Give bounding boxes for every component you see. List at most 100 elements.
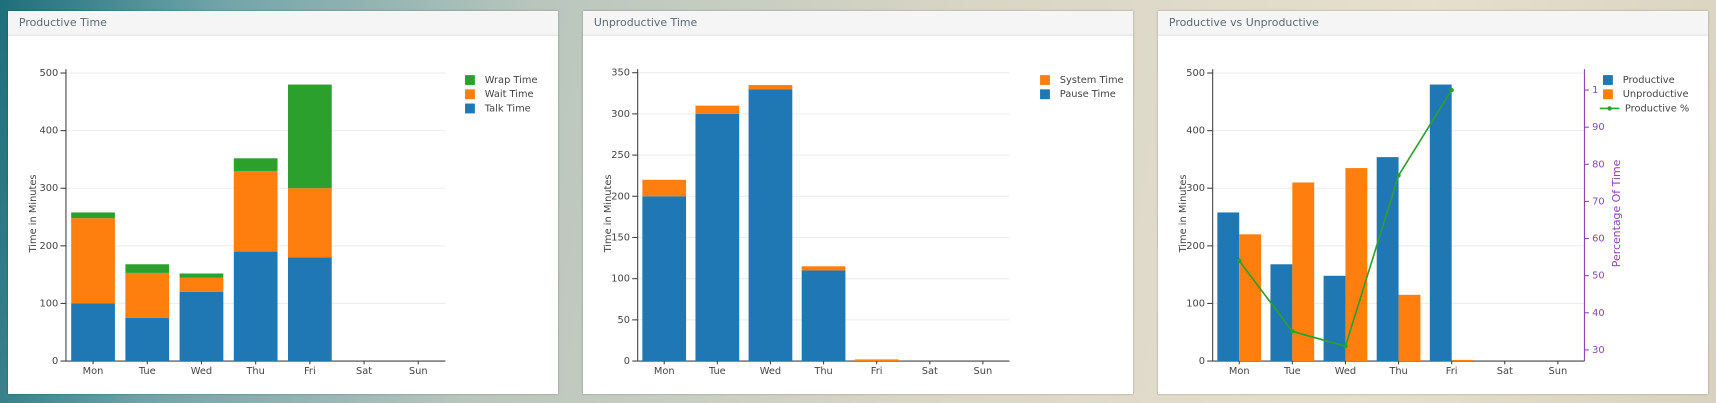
bar [71,212,115,219]
legend-label: Productive % [1625,103,1689,114]
panel-title: Productive vs Unproductive [1169,16,1319,29]
bar [125,317,170,362]
y2-tick-label: 80 [1592,159,1605,170]
legend-label: Pause Time [1060,89,1116,100]
panel: Unproductive Time 0 50 100 150 200 250 300 350 Ti… [583,11,1133,394]
legend-swatch [465,89,475,100]
bar [125,272,170,318]
legend-swatch [1040,89,1050,100]
bar [642,196,687,362]
y2-tick-label: 60 [1592,234,1605,245]
x-tick-label: Wed [191,366,212,377]
x-tick-label: Sat [356,366,372,377]
legend-swatch [465,103,475,114]
y-tick-label: 150 [611,232,630,243]
legend-swatch [1040,75,1050,85]
bar [71,218,115,304]
chart: Productive vs Unproductive 0 100 200 300 400 5… [1158,11,1708,377]
y-axis-title: Time in Minutes [603,174,614,253]
y-tick-label: 300 [611,109,630,120]
x-tick-label: Fri [1446,366,1458,377]
y-tick-label: 400 [1186,126,1205,137]
bar [1217,212,1240,362]
x-tick-label: Mon [1229,366,1250,377]
bar [695,113,740,362]
y-axis-title: Time in Minutes [1178,174,1189,253]
bar [1451,359,1474,362]
y-tick-label: 50 [618,315,631,326]
bar [1239,234,1262,362]
y-tick-label: 200 [40,241,59,252]
bar [801,266,846,271]
y-tick-label: 500 [1186,68,1205,79]
y-tick-label: 100 [611,274,630,285]
x-tick-label: Mon [83,366,104,377]
y2-tick-label: 1 [1592,85,1598,96]
bar [695,105,740,114]
y2-tick-label: 90 [1592,122,1605,133]
legend-label: System Time [1060,75,1124,86]
chart: Productive Time 0 100 200 300 400 500 Time in M… [8,11,558,377]
x-tick-label: Wed [1335,366,1356,377]
x-tick-label: Tue [708,366,726,377]
x-tick-label: Wed [760,366,781,377]
bar [125,264,170,273]
legend-label: Wrap Time [485,75,538,86]
panel-header [1158,11,1708,36]
panel: Productive vs Unproductive 0 100 200 300 400 5… [1158,11,1708,394]
y2-tick-label: 30 [1592,345,1605,356]
y-tick-label: 500 [40,68,59,79]
y2-axis-title: Percentage Of Time [1610,159,1623,267]
bar [179,273,224,278]
x-tick-label: Fri [304,366,316,377]
x-tick-label: Thu [1388,366,1407,377]
bar [1345,168,1368,362]
panel: Productive Time 0 100 200 300 400 500 Time in M… [8,11,558,394]
x-tick-label: Thu [245,366,264,377]
panel-title: Productive Time [19,16,107,29]
y-tick-label: 0 [1199,356,1205,367]
x-tick-label: Sun [974,366,993,377]
panel-header [8,11,558,36]
bar [1398,294,1421,362]
panel-header [583,11,1133,36]
bar [1292,182,1315,362]
bar [1376,157,1399,362]
bar [233,251,278,362]
bar [233,158,278,171]
y-tick-label: 200 [611,191,630,202]
legend-swatch [1607,106,1612,111]
legend-swatch [1603,75,1613,85]
point [1396,173,1401,178]
bar [748,89,793,362]
bar [642,179,687,197]
y2-tick-label: 70 [1592,196,1605,207]
legend-label: Productive [1623,75,1675,86]
legend-swatch [1603,89,1613,100]
y-tick-label: 400 [40,126,59,137]
y2-tick-label: 40 [1592,308,1605,319]
x-tick-label: Fri [871,366,883,377]
y-tick-label: 250 [611,150,630,161]
x-tick-label: Sat [1497,366,1513,377]
bar [233,170,278,252]
bar [287,84,332,189]
y-tick-label: 0 [52,356,58,367]
y-tick-label: 100 [40,298,59,309]
y-tick-label: 300 [40,183,59,194]
x-tick-label: Tue [138,366,156,377]
legend-label: Wait Time [485,89,534,100]
y-tick-label: 200 [1186,241,1205,252]
y-tick-label: 350 [611,68,630,79]
bar [801,270,846,362]
bar [1429,84,1452,362]
point [1343,344,1348,349]
y-tick-label: 300 [1186,183,1205,194]
bar [748,85,793,90]
y2-tick-label: 50 [1592,271,1605,282]
bar [1323,275,1346,362]
chart: Unproductive Time 0 50 100 150 200 250 300 350 Ti… [583,11,1133,377]
bar [1270,264,1293,362]
legend-label: Talk Time [484,103,531,114]
